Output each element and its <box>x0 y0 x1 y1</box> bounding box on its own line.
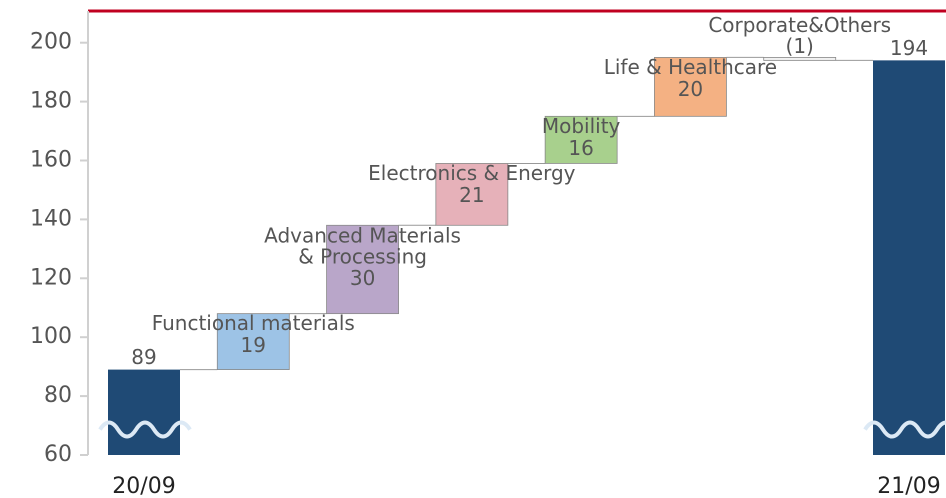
category-label: Advanced Materials & Processing <box>264 223 461 268</box>
category-label: Electronics & Energy <box>368 161 575 185</box>
y-tick-label: 100 <box>30 324 72 349</box>
category-label: Functional materials <box>152 311 355 335</box>
x-tick-label: 21/09 <box>877 474 940 498</box>
bar <box>216 313 290 370</box>
value-label: 19 <box>241 333 266 357</box>
y-tick-label: 140 <box>30 206 72 231</box>
value-label: 194 <box>890 36 928 60</box>
bar <box>108 369 180 455</box>
y-tick-label: 180 <box>30 89 72 114</box>
y-tick-label: 60 <box>44 442 72 467</box>
bar <box>435 163 509 226</box>
bar <box>654 57 727 117</box>
value-label: 20 <box>678 77 703 101</box>
category-label: Life & Healthcare <box>604 55 777 79</box>
category-label: Corporate&Others <box>708 13 891 37</box>
y-tick-label: 200 <box>30 30 72 55</box>
y-tick-label: 160 <box>30 148 72 173</box>
value-label: 30 <box>350 266 375 290</box>
value-label: 16 <box>568 136 593 160</box>
bar <box>763 57 837 61</box>
bar <box>544 115 618 164</box>
value-label: 89 <box>131 345 156 369</box>
bar <box>326 224 399 315</box>
y-tick-label: 80 <box>44 383 72 408</box>
axis-break <box>863 420 946 439</box>
bar <box>873 60 945 456</box>
y-tick-label: 120 <box>30 265 72 290</box>
value-label: (1) <box>786 34 814 58</box>
axis-break <box>98 420 192 439</box>
x-tick-label: 20/09 <box>112 474 175 498</box>
value-label: 21 <box>459 183 484 207</box>
category-label: Mobility <box>542 114 621 138</box>
